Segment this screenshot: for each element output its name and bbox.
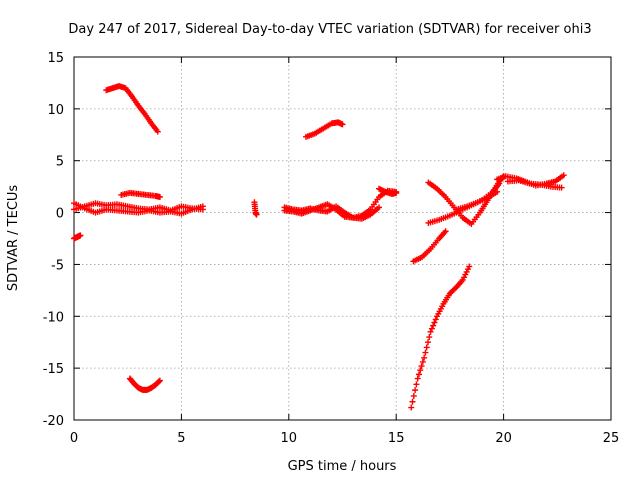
- data-point: [77, 232, 84, 239]
- data-point: [558, 184, 565, 191]
- data-point: [560, 172, 567, 179]
- grid: [74, 57, 611, 420]
- series-arc-12: [410, 228, 449, 265]
- data-point: [417, 367, 424, 374]
- y-axis-label: SDTVAR / TECUs: [6, 185, 21, 292]
- data-point: [424, 339, 431, 346]
- y-tick-label: 0: [56, 207, 64, 222]
- series-arc-10: [302, 119, 346, 140]
- data-point: [432, 316, 439, 323]
- data-point: [156, 377, 163, 384]
- series-arc-16: [453, 188, 501, 213]
- series-arc-11: [376, 185, 400, 197]
- data-point: [376, 204, 383, 211]
- data-point: [442, 228, 449, 235]
- y-tick-label: -15: [43, 362, 64, 377]
- series-arc-14: [425, 173, 507, 227]
- data-point: [431, 319, 438, 326]
- data-point: [423, 344, 430, 351]
- data-point: [422, 349, 429, 356]
- y-tick-label: 10: [47, 103, 64, 118]
- data-point: [413, 381, 420, 388]
- data-point: [339, 121, 346, 128]
- data-point: [253, 211, 260, 218]
- data-point: [156, 194, 163, 201]
- series-arc-06: [126, 375, 163, 393]
- series-arc-07: [251, 199, 260, 218]
- data-point: [421, 354, 428, 361]
- data-point: [412, 387, 419, 394]
- data-point: [430, 322, 437, 329]
- y-tick-label: 5: [56, 155, 64, 170]
- data-point: [199, 203, 206, 210]
- data-point: [410, 392, 417, 399]
- series-arc-04: [118, 189, 163, 201]
- series-arc-09: [281, 203, 383, 222]
- data-point: [154, 128, 161, 135]
- x-axis-label: GPS time / hours: [288, 459, 397, 474]
- axis-ticks: 0 5 10 15 20 25 -20 -15 -10 -5 0 5 10 15: [43, 51, 620, 446]
- x-tick-label: 25: [603, 431, 620, 446]
- data-point: [419, 358, 426, 365]
- data-points: [71, 83, 567, 411]
- x-tick-label: 5: [177, 431, 185, 446]
- chart-title: Day 247 of 2017, Sidereal Day-to-day VTE…: [68, 22, 591, 37]
- series-arc-05: [103, 83, 161, 135]
- data-point: [409, 398, 416, 405]
- data-point: [408, 404, 415, 411]
- series-arc-13: [408, 263, 473, 411]
- data-point: [156, 378, 163, 385]
- series-arc-01: [71, 232, 84, 242]
- data-point: [427, 328, 434, 335]
- x-tick-label: 10: [281, 431, 298, 446]
- data-point: [414, 375, 421, 382]
- data-point: [466, 263, 473, 270]
- series-arc-03: [71, 200, 206, 217]
- y-tick-label: -5: [51, 258, 64, 273]
- data-point: [426, 334, 433, 341]
- data-point: [415, 371, 422, 378]
- data-point: [393, 189, 400, 196]
- y-tick-label: 15: [47, 51, 64, 66]
- data-point: [428, 325, 435, 332]
- plot-frame: [73, 56, 612, 421]
- series-arc-18: [504, 177, 565, 191]
- x-tick-label: 0: [70, 431, 78, 446]
- y-tick-label: -20: [43, 414, 64, 429]
- y-tick-label: -10: [43, 310, 64, 325]
- series-arc-17: [494, 172, 567, 189]
- x-tick-label: 15: [388, 431, 405, 446]
- data-point: [494, 188, 501, 195]
- x-tick-label: 20: [495, 431, 512, 446]
- data-point: [418, 363, 425, 370]
